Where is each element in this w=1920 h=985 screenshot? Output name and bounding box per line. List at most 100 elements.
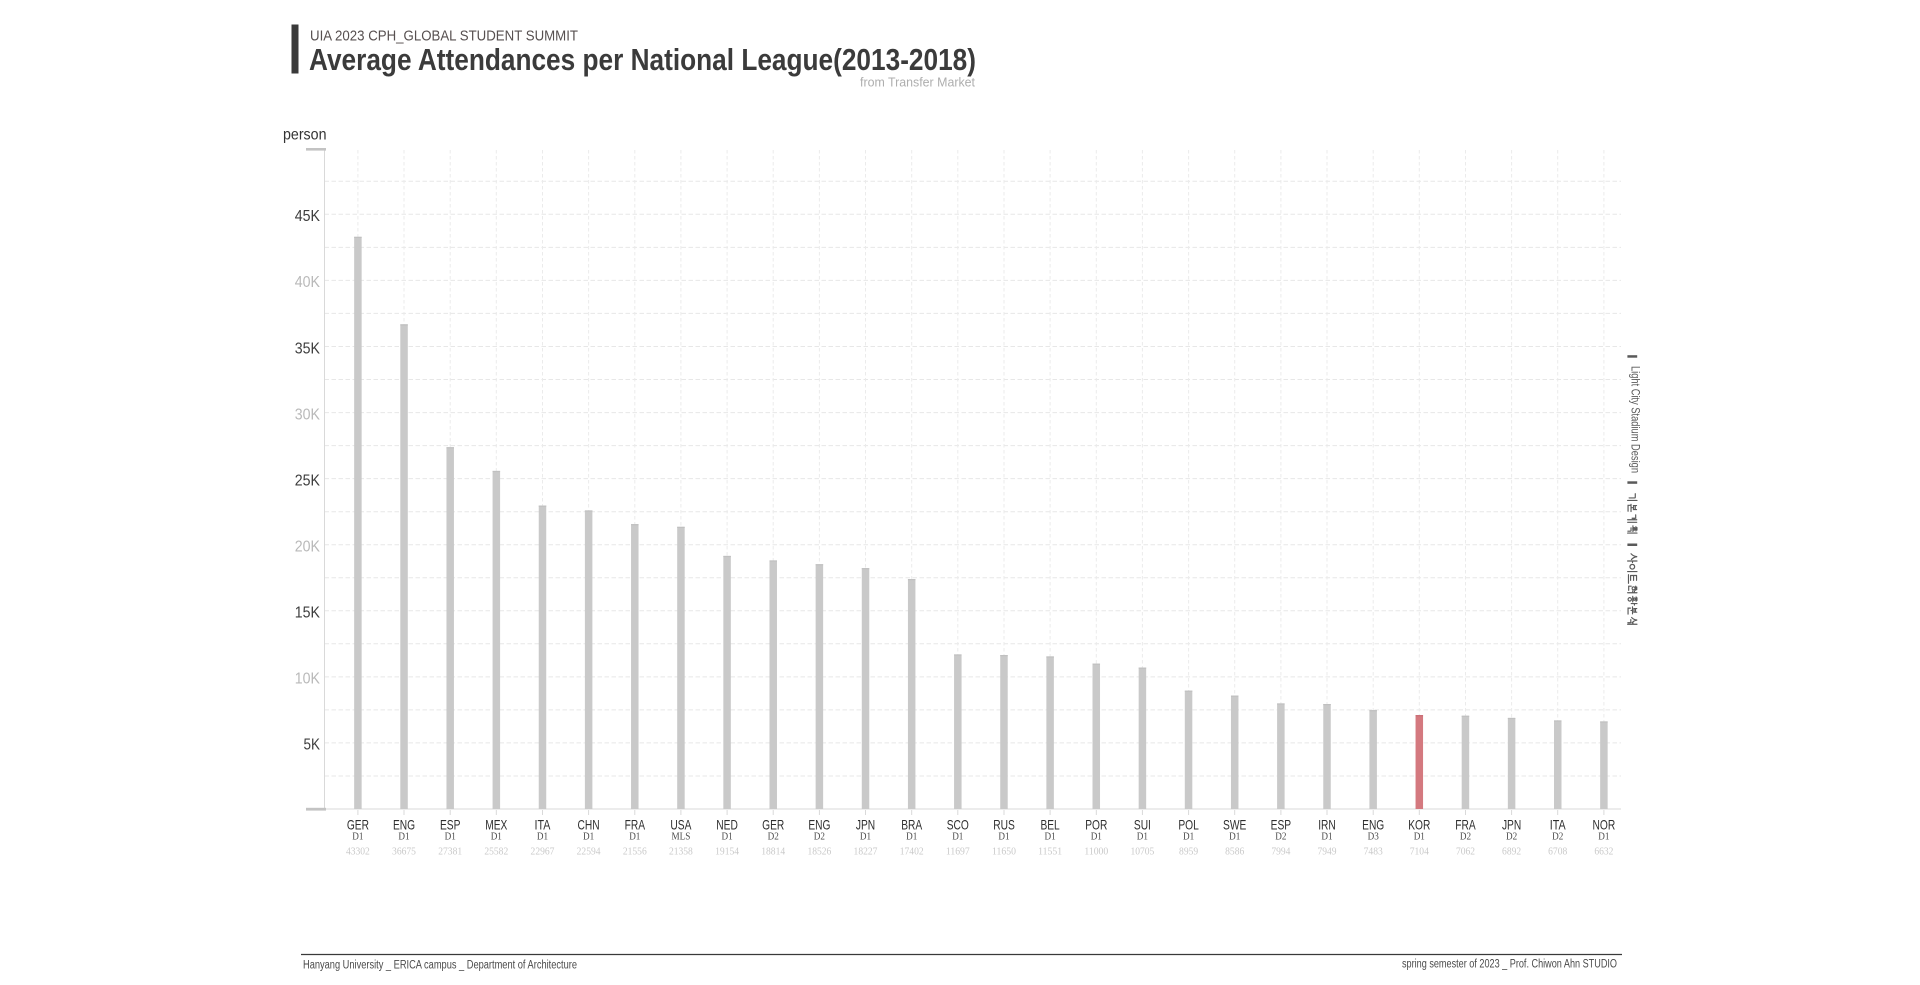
svg-text:FRA: FRA: [625, 817, 646, 833]
svg-text:BEL: BEL: [1040, 817, 1059, 833]
svg-text:ESP: ESP: [440, 817, 461, 833]
svg-text:6892: 6892: [1502, 846, 1521, 858]
svg-text:8586: 8586: [1225, 846, 1245, 858]
svg-text:17402: 17402: [900, 846, 924, 858]
svg-text:JPN: JPN: [1502, 817, 1521, 833]
svg-text:POR: POR: [1085, 817, 1107, 833]
svg-text:19154: 19154: [715, 846, 739, 858]
svg-text:ITA: ITA: [1550, 817, 1566, 833]
svg-text:CHN: CHN: [578, 817, 600, 833]
svg-text:spring semester of 2023 _ Prof: spring semester of 2023 _ Prof. Chiwon A…: [1402, 959, 1617, 971]
svg-text:ITA: ITA: [535, 817, 551, 833]
svg-text:SWE: SWE: [1223, 817, 1246, 833]
svg-text:43302: 43302: [346, 846, 370, 858]
svg-text:20K: 20K: [295, 539, 320, 556]
svg-text:NED: NED: [716, 817, 738, 833]
svg-text:person: person: [283, 126, 327, 143]
svg-text:30K: 30K: [295, 406, 320, 423]
svg-text:35K: 35K: [295, 340, 320, 357]
svg-text:10K: 10K: [295, 671, 320, 688]
svg-text:Hanyang University _ ERICA cam: Hanyang University _ ERICA campus _ Depa…: [303, 959, 577, 971]
svg-text:7949: 7949: [1317, 846, 1337, 858]
svg-text:11650: 11650: [992, 846, 1016, 858]
svg-text:Average Attendances per Nation: Average Attendances per National League(…: [309, 42, 976, 77]
svg-text:UIA 2023 CPH_GLOBAL STUDENT SU: UIA 2023 CPH_GLOBAL STUDENT SUMMIT: [310, 28, 578, 44]
svg-text:D1: D1: [1598, 831, 1609, 842]
svg-text:USA: USA: [670, 817, 691, 833]
svg-text:D2: D2: [1275, 831, 1286, 842]
svg-text:MLS: MLS: [671, 831, 690, 842]
svg-text:Light City Stadium Design: Light City Stadium Design: [1628, 366, 1642, 473]
svg-text:FRA: FRA: [1455, 817, 1476, 833]
svg-text:36675: 36675: [392, 846, 416, 858]
svg-text:D3: D3: [1368, 831, 1379, 842]
svg-text:D1: D1: [629, 831, 640, 842]
svg-text:POL: POL: [1178, 817, 1199, 833]
svg-text:40K: 40K: [295, 274, 320, 291]
svg-text:18526: 18526: [807, 846, 831, 858]
svg-text:22594: 22594: [577, 846, 601, 858]
svg-text:18227: 18227: [854, 846, 878, 858]
svg-text:D2: D2: [1506, 831, 1517, 842]
svg-text:D1: D1: [722, 831, 733, 842]
svg-text:D1: D1: [998, 831, 1009, 842]
svg-text:D1: D1: [1045, 831, 1056, 842]
svg-text:D1: D1: [583, 831, 594, 842]
svg-text:7104: 7104: [1410, 846, 1430, 858]
svg-text:D1: D1: [1137, 831, 1148, 842]
svg-text:D1: D1: [445, 831, 456, 842]
svg-text:7483: 7483: [1364, 846, 1384, 858]
svg-text:D1: D1: [1229, 831, 1240, 842]
svg-text:GER: GER: [347, 817, 369, 833]
svg-text:D1: D1: [491, 831, 502, 842]
svg-text:D1: D1: [1414, 831, 1425, 842]
svg-text:27381: 27381: [438, 846, 462, 858]
svg-text:D1: D1: [352, 831, 363, 842]
svg-text:KOR: KOR: [1408, 817, 1430, 833]
svg-text:21556: 21556: [623, 846, 647, 858]
svg-text:18814: 18814: [761, 846, 785, 858]
svg-text:SUI: SUI: [1134, 817, 1151, 833]
svg-text:5K: 5K: [304, 737, 321, 754]
svg-text:D1: D1: [952, 831, 963, 842]
svg-text:25582: 25582: [484, 846, 508, 858]
svg-text:D2: D2: [1460, 831, 1471, 842]
svg-text:NOR: NOR: [1593, 817, 1616, 833]
svg-text:6708: 6708: [1548, 846, 1568, 858]
svg-text:7062: 7062: [1456, 846, 1475, 858]
svg-text:D1: D1: [906, 831, 917, 842]
svg-text:ESP: ESP: [1271, 817, 1292, 833]
svg-text:SCO: SCO: [947, 817, 969, 833]
svg-text:D1: D1: [1091, 831, 1102, 842]
svg-text:D2: D2: [1552, 831, 1563, 842]
svg-text:D1: D1: [537, 831, 548, 842]
svg-text:15K: 15K: [295, 605, 320, 622]
svg-text:11000: 11000: [1084, 846, 1108, 858]
svg-text:ENG: ENG: [393, 817, 415, 833]
svg-text:11697: 11697: [946, 846, 970, 858]
svg-text:D1: D1: [860, 831, 871, 842]
svg-text:25K: 25K: [295, 472, 320, 489]
svg-text:JPN: JPN: [856, 817, 875, 833]
svg-text:10705: 10705: [1130, 846, 1154, 858]
svg-text:45K: 45K: [295, 208, 320, 225]
svg-text:GER: GER: [762, 817, 784, 833]
svg-text:D1: D1: [398, 831, 409, 842]
svg-text:21358: 21358: [669, 846, 693, 858]
svg-text:RUS: RUS: [993, 817, 1015, 833]
svg-text:22967: 22967: [531, 846, 555, 858]
svg-text:D2: D2: [768, 831, 779, 842]
svg-text:6632: 6632: [1594, 846, 1613, 858]
svg-text:from Transfer Market: from Transfer Market: [860, 75, 975, 90]
svg-text:BRA: BRA: [901, 817, 922, 833]
svg-text:IRN: IRN: [1318, 817, 1336, 833]
svg-text:7994: 7994: [1271, 846, 1291, 858]
svg-text:MEX: MEX: [485, 817, 508, 833]
svg-text:8959: 8959: [1179, 846, 1199, 858]
svg-text:D1: D1: [1321, 831, 1332, 842]
svg-text:ENG: ENG: [808, 817, 830, 833]
svg-text:ENG: ENG: [1362, 817, 1384, 833]
svg-text:D2: D2: [814, 831, 825, 842]
svg-text:11551: 11551: [1038, 846, 1062, 858]
svg-text:D1: D1: [1183, 831, 1194, 842]
